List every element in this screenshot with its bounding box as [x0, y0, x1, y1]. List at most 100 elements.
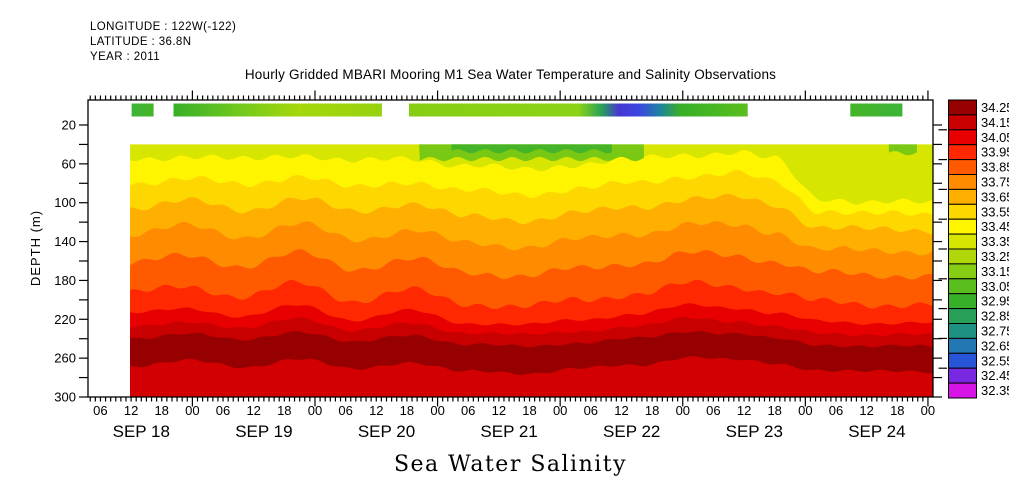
x-hour-label: 18 [767, 403, 781, 418]
x-day-label: SEP 22 [603, 422, 660, 441]
year-text: YEAR : 2011 [90, 51, 161, 63]
colorbar-labels: 34.2534.1534.0533.9533.8533.7533.6533.55… [981, 100, 1009, 398]
green-patch [888, 144, 917, 156]
longitude-text: LONGITUDE : 122W(-122) [90, 21, 237, 33]
x-hour-label: 00 [185, 403, 199, 418]
x-day-label: SEP 23 [726, 422, 783, 441]
colorbar-tick-label: 33.85 [981, 160, 1009, 175]
colorbar-segment [948, 99, 977, 116]
x-hour-label: 12 [614, 403, 628, 418]
x-axis-hour-labels: 06 12 18 00 06 12 18 00 06 12 18 00 06 12 18 00 06 12 18 00… [93, 403, 935, 418]
field-green-patches [419, 144, 917, 162]
x-day-label: SEP 18 [113, 422, 170, 441]
x-axis-day-labels: SEP 18 SEP 19 SEP 20 SEP 21 SEP 22 SEP 23 SEP … [113, 422, 906, 441]
x-hour-label: 18 [400, 403, 414, 418]
colorbar-segment [948, 323, 977, 339]
colorbar-tick-label: 32.85 [981, 309, 1009, 324]
colorbar-segment [948, 174, 977, 190]
x-hour-label: 12 [492, 403, 506, 418]
colorbar-segment [948, 308, 977, 325]
x-day-label: SEP 24 [848, 422, 905, 441]
y-axis-tick-labels: 20 60 100 140 180 220 260 300 [54, 118, 76, 405]
colorbar-segment [948, 382, 977, 399]
colorbar-tick-label: 34.25 [981, 100, 1009, 115]
colorbar-tick-label: 33.15 [981, 264, 1009, 279]
x-hour-label: 12 [246, 403, 260, 418]
colorbar-tick-label: 32.45 [981, 368, 1009, 383]
colorbar-segment [948, 337, 977, 354]
colorbar-tick-label: 32.95 [981, 294, 1009, 309]
colorbar-tick-label: 33.25 [981, 249, 1009, 264]
surface-strip-segment [850, 103, 903, 117]
x-hour-label: 06 [216, 403, 230, 418]
colorbar-tick-label: 32.75 [981, 323, 1009, 338]
x-hour-label: 18 [277, 403, 291, 418]
depth-tick-label: 140 [54, 234, 76, 249]
depth-tick-label: 180 [54, 273, 76, 288]
colorbar-segment [948, 367, 977, 384]
axis-ticks [79, 90, 942, 407]
surface-strip-segment [131, 103, 154, 117]
x-hour-label: 06 [584, 403, 598, 418]
colorbar-tick-label: 33.65 [981, 189, 1009, 204]
x-hour-label: 18 [645, 403, 659, 418]
colorbar-segment [948, 188, 977, 205]
colorbar-tick-label: 32.55 [981, 353, 1009, 368]
field-band-34.05-34.15 [130, 356, 934, 397]
x-hour-label: 18 [522, 403, 536, 418]
surface-strip [131, 103, 903, 117]
colorbar-segment [948, 144, 977, 161]
colorbar-segment [948, 129, 977, 146]
colorbar-segment [948, 233, 977, 250]
x-hour-label: 12 [859, 403, 873, 418]
colorbar-segment [948, 278, 977, 295]
x-hour-label: 00 [676, 403, 690, 418]
x-hour-label: 06 [93, 403, 107, 418]
x-hour-label: 12 [369, 403, 383, 418]
depth-tick-label: 60 [62, 156, 76, 171]
x-hour-label: 06 [338, 403, 352, 418]
y-axis-title: DEPTH (m) [28, 210, 43, 286]
depth-tick-label: 20 [62, 118, 76, 133]
x-hour-label: 12 [737, 403, 751, 418]
x-hour-label: 18 [890, 403, 904, 418]
colorbar-tick-label: 33.75 [981, 174, 1009, 189]
colorbar-tick-label: 34.05 [981, 130, 1009, 145]
x-day-label: SEP 21 [480, 422, 537, 441]
x-hour-label: 06 [829, 403, 843, 418]
colorbar-segment [948, 218, 977, 235]
bottom-axis-title: Sea Water Salinity [393, 452, 628, 477]
colorbar-segment [948, 159, 977, 176]
x-hour-label: 18 [154, 403, 168, 418]
colorbar-segment [948, 248, 977, 265]
x-hour-label: 00 [798, 403, 812, 418]
x-hour-label: 00 [430, 403, 444, 418]
latitude-text: LATITUDE : 36.8N [90, 36, 192, 48]
depth-tick-label: 260 [54, 351, 76, 366]
colorbar-segment [948, 263, 977, 280]
y-axis-title-text: DEPTH (m) [28, 210, 43, 286]
plot-title: Hourly Gridded MBARI Mooring M1 Sea Wate… [244, 67, 777, 82]
x-hour-label: 00 [308, 403, 322, 418]
colorbar-segment [948, 352, 977, 369]
colorbar-tick-label: 33.05 [981, 279, 1009, 294]
colorbar-tick-label: 34.15 [981, 115, 1009, 130]
colorbar-tick-label: 33.55 [981, 204, 1009, 219]
x-hour-label: 06 [461, 403, 475, 418]
depth-tick-label: 220 [54, 312, 76, 327]
colorbar-tick-label: 33.35 [981, 234, 1009, 249]
x-day-label: SEP 20 [358, 422, 415, 441]
colorbar-tick-label: 33.95 [981, 145, 1009, 160]
depth-tick-label: 100 [54, 195, 76, 210]
colorbar-segment [948, 114, 977, 131]
depth-tick-label: 300 [54, 390, 76, 405]
surface-strip-segment [173, 103, 382, 117]
colorbar [938, 99, 977, 399]
colorbar-segment [948, 203, 977, 220]
colorbar-tick-label: 33.45 [981, 219, 1009, 234]
x-hour-label: 12 [124, 403, 138, 418]
colorbar-tick-label: 32.35 [981, 383, 1009, 398]
plot-frame [87, 99, 934, 398]
